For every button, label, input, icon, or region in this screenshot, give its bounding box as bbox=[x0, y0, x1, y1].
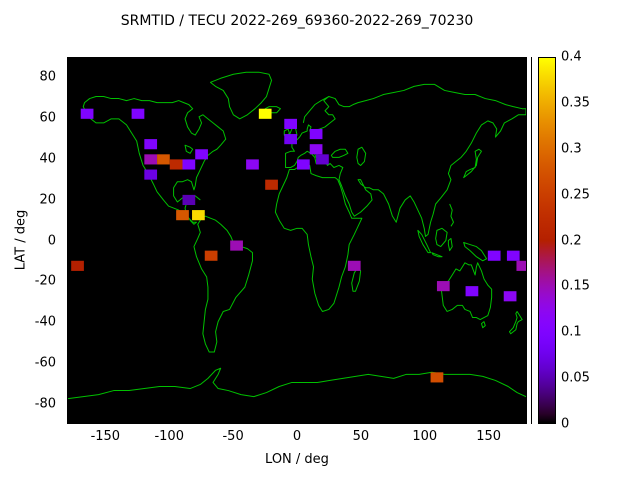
coastline-south-america bbox=[194, 216, 253, 352]
y-tick-label: -60 bbox=[34, 355, 56, 371]
colorbar-tick-label: 0.35 bbox=[561, 95, 590, 111]
x-tick-label: 150 bbox=[476, 429, 502, 444]
heatmap-cell bbox=[516, 260, 526, 271]
heatmap-cell bbox=[316, 154, 329, 165]
map-plot-area bbox=[67, 57, 527, 424]
coastline-great-lakes bbox=[185, 145, 193, 153]
coastline-eurasia bbox=[286, 84, 526, 236]
coastline-africa bbox=[275, 165, 362, 311]
heatmap-cell bbox=[176, 210, 189, 221]
heatmap-cell bbox=[297, 159, 310, 170]
plot-right-edge-line bbox=[531, 57, 532, 424]
heatmap-cell bbox=[131, 108, 145, 119]
world-map-svg bbox=[68, 58, 526, 423]
heatmap-cell bbox=[246, 159, 259, 170]
coastline-new-zealand bbox=[509, 311, 522, 333]
coastline-sumatra bbox=[418, 230, 431, 252]
y-tick-label: 0 bbox=[47, 233, 56, 248]
heatmap-cell bbox=[284, 134, 297, 145]
x-tick-label: -50 bbox=[222, 429, 244, 444]
heatmap-cell bbox=[157, 154, 170, 165]
coastline-japan bbox=[464, 149, 482, 177]
heatmap-cell bbox=[503, 291, 517, 302]
heatmap-cell bbox=[506, 250, 520, 261]
y-axis-tick-labels: 80 60 40 20 0 -20 -40 -60 -80 bbox=[0, 57, 62, 424]
colorbar-gradient bbox=[539, 58, 555, 423]
heatmap-cell bbox=[80, 108, 94, 119]
heatmap-cell bbox=[487, 250, 501, 261]
colorbar-tick-label: 0.2 bbox=[561, 233, 582, 248]
x-tick-label: -150 bbox=[90, 429, 121, 444]
chart-title: SRMTID / TECU 2022-269_69360-2022-269_70… bbox=[120, 13, 474, 29]
coastline-scandinavia bbox=[303, 97, 328, 123]
colorbar-tick-label: 0.1 bbox=[561, 324, 582, 340]
heatmap-cell bbox=[465, 286, 479, 297]
coastline-new-guinea bbox=[464, 243, 487, 261]
x-axis-tick-labels: -150 -100 -50 0 50 100 150 bbox=[67, 429, 527, 445]
heatmap-cell bbox=[144, 169, 158, 180]
y-tick-label: -20 bbox=[34, 273, 56, 289]
colorbar-tick-label: 0.15 bbox=[561, 278, 590, 294]
x-tick-label: -100 bbox=[154, 429, 184, 444]
heatmap-cell bbox=[195, 149, 208, 160]
heatmap-cell bbox=[309, 144, 323, 155]
y-tick-label: 40 bbox=[39, 151, 56, 167]
heatmap-cell bbox=[309, 128, 323, 140]
coastline-australia bbox=[441, 263, 492, 320]
coastline-antarctica bbox=[68, 368, 526, 398]
y-tick-label: 60 bbox=[39, 110, 56, 126]
colorbar-tick-label: 0 bbox=[561, 416, 570, 432]
colorbar-tick-label: 0.4 bbox=[561, 49, 582, 65]
heatmap-cell bbox=[204, 250, 218, 261]
coastline-greenland bbox=[210, 72, 271, 119]
colorbar-tick-label: 0.25 bbox=[561, 187, 590, 203]
x-tick-label: 100 bbox=[412, 429, 438, 444]
heatmap-cells bbox=[71, 108, 526, 383]
heatmap-cell bbox=[430, 372, 444, 383]
heatmap-cell bbox=[144, 139, 158, 150]
y-tick-label: 20 bbox=[39, 192, 56, 208]
heatmap-cell bbox=[144, 154, 158, 165]
heatmap-cell bbox=[192, 210, 205, 221]
coastline-borneo bbox=[436, 228, 447, 246]
heatmap-cell bbox=[230, 240, 243, 251]
heatmap-cell bbox=[258, 108, 272, 119]
coastline-sulawesi bbox=[448, 238, 452, 250]
coastline-java bbox=[432, 253, 442, 257]
y-tick-label: -40 bbox=[34, 314, 56, 330]
y-tick-label: -80 bbox=[34, 396, 56, 412]
y-tick-label: 80 bbox=[39, 69, 56, 85]
heatmap-cell bbox=[347, 260, 361, 271]
heatmap-cell bbox=[436, 281, 450, 292]
coastline-philippines bbox=[450, 204, 454, 226]
heatmap-cell bbox=[182, 159, 196, 170]
heatmap-cell bbox=[182, 194, 196, 206]
heatmap-cell bbox=[284, 118, 297, 129]
colorbar-tick-label: 0.05 bbox=[561, 370, 590, 386]
colorbar bbox=[538, 57, 556, 424]
coastline-black-sea bbox=[331, 149, 348, 157]
x-axis-label: LON / deg bbox=[265, 452, 329, 467]
heatmap-cell bbox=[71, 260, 84, 271]
coastline-tasmania bbox=[481, 322, 485, 328]
coastline-caspian-sea bbox=[357, 147, 366, 165]
x-tick-label: 50 bbox=[352, 429, 370, 444]
x-tick-label: 0 bbox=[292, 429, 302, 444]
heatmap-cell bbox=[265, 179, 278, 190]
coastline-north-america bbox=[83, 97, 225, 225]
colorbar-tick-labels: 0 0.05 0.1 0.15 0.2 0.25 0.3 0.35 0.4 bbox=[561, 50, 603, 432]
colorbar-tick-label: 0.3 bbox=[561, 141, 582, 157]
heatmap-cell bbox=[169, 159, 183, 170]
